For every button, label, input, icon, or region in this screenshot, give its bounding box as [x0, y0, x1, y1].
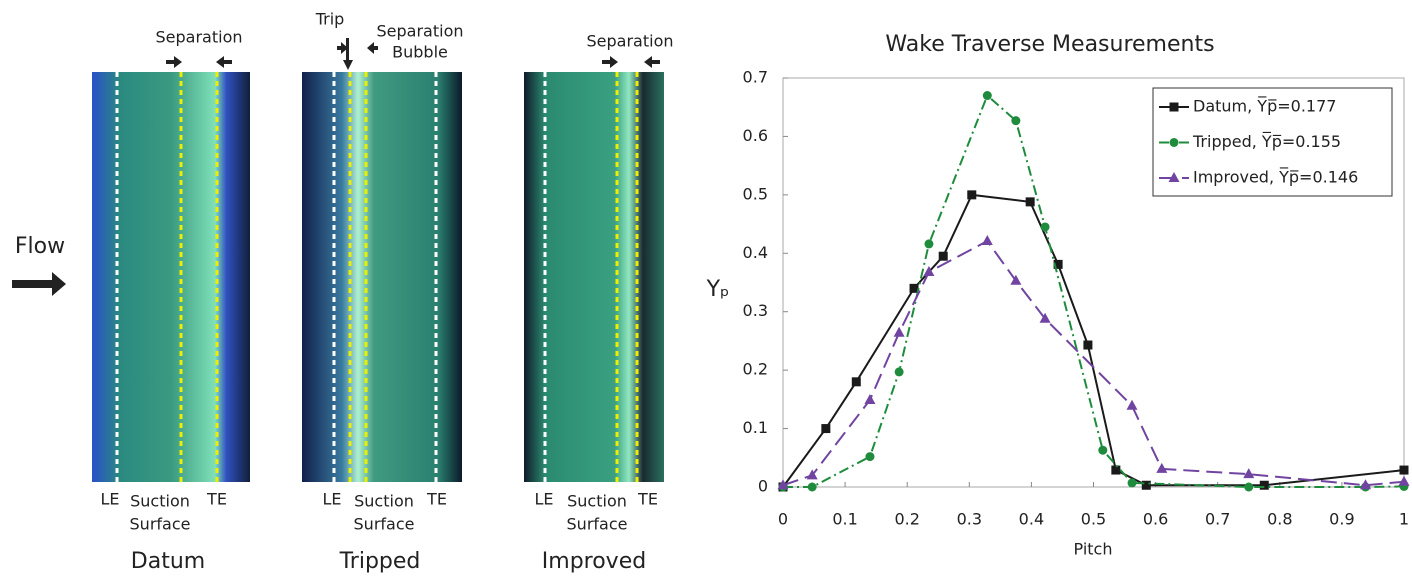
marker: [1053, 259, 1063, 269]
marker: [893, 326, 905, 337]
x-tick-label: 0.5: [1081, 510, 1106, 529]
y-tick-label: 0.2: [743, 360, 768, 379]
y-tick-label: 0.3: [743, 301, 768, 320]
legend-label: Datum, Y̅p̅=0.177: [1193, 97, 1336, 116]
series-line: [782, 193, 1405, 488]
x-tick-label: 0.2: [894, 510, 919, 529]
le-label: LE: [100, 490, 119, 509]
marker: [967, 190, 977, 200]
flow-label: Flow: [15, 234, 65, 259]
marker: [1011, 116, 1021, 126]
legend-box: [1152, 87, 1393, 197]
suction-label: Suction: [567, 492, 627, 511]
marker: [1168, 172, 1180, 182]
series-line: [782, 239, 1405, 487]
te-label: TE: [426, 490, 447, 509]
marker: [924, 239, 934, 249]
y-tick-label: 0.7: [743, 68, 768, 87]
photo: [302, 72, 462, 482]
x-tick-label: 0.7: [1205, 510, 1230, 529]
marker: [1025, 197, 1035, 207]
suction-label: Surface: [567, 515, 628, 534]
x-tick-label: 0: [778, 510, 788, 529]
panel-title: Tripped: [339, 549, 421, 574]
marker: [1169, 138, 1179, 147]
panel-title: Improved: [542, 549, 646, 574]
x-tick-label: 1: [1399, 510, 1409, 529]
marker: [1359, 479, 1371, 490]
marker: [1083, 340, 1093, 350]
arrows: [12, 38, 660, 296]
photo: [524, 72, 664, 482]
y-tick-label: 0: [758, 477, 768, 496]
y-axis-label: Yₚ: [706, 277, 730, 302]
legend-label: Tripped, Y̅p̅=0.155: [1192, 132, 1341, 151]
marker: [1398, 475, 1410, 486]
suction-label: Suction: [354, 492, 414, 511]
y-tick-label: 0.1: [743, 418, 768, 437]
chart: Wake Traverse Measurements Pitch Yₚ 0 0.1…: [706, 32, 1410, 559]
marker: [1141, 480, 1151, 490]
marker: [807, 482, 817, 492]
te-label: TE: [206, 490, 227, 509]
x-tick-label: 0.9: [1329, 510, 1354, 529]
suction-label: Surface: [130, 515, 191, 534]
chart-title: Wake Traverse Measurements: [885, 32, 1214, 57]
marker: [1169, 102, 1179, 112]
marker: [806, 469, 818, 480]
photo: [92, 72, 250, 482]
annotation: Separation: [587, 32, 674, 51]
le-label: LE: [534, 490, 553, 509]
x-tick-label: 0.3: [957, 510, 982, 529]
marker: [1126, 399, 1138, 410]
te-label: TE: [637, 490, 658, 509]
marker: [851, 377, 861, 387]
annotation: Separation: [377, 22, 464, 41]
marker: [1156, 462, 1168, 473]
legend-label: Improved, Y̅p̅=0.146: [1193, 168, 1358, 187]
marker: [1259, 480, 1269, 490]
marker: [1040, 222, 1050, 232]
marker: [938, 251, 948, 261]
marker: [1243, 468, 1255, 479]
marker: [894, 367, 904, 377]
x-tick-label: 0.6: [1143, 510, 1168, 529]
marker: [909, 283, 919, 293]
panel-labels: Datum LE TE Suction Surface Separation Tripped…: [100, 10, 673, 575]
panel-title: Datum: [131, 549, 205, 574]
marker: [1111, 465, 1121, 475]
y-tick-label: 0.4: [743, 243, 768, 262]
marker: [1127, 478, 1137, 488]
marker: [923, 265, 935, 276]
marker: [981, 235, 993, 246]
suction-label: Surface: [354, 515, 415, 534]
suction-label: Suction: [130, 492, 190, 511]
x-tick-label: 0.4: [1019, 510, 1044, 529]
photos: [12, 38, 664, 482]
annotation: Separation: [156, 28, 243, 47]
marker: [777, 479, 789, 490]
y-tick-label: 0.6: [743, 126, 768, 145]
marker: [982, 91, 992, 101]
le-label: LE: [322, 490, 341, 509]
marker: [1098, 445, 1108, 455]
marker: [1399, 465, 1409, 475]
x-axis-label: Pitch: [1074, 540, 1113, 559]
y-tick-label: 0.5: [743, 184, 768, 203]
marker: [865, 452, 875, 462]
marker: [1010, 274, 1022, 285]
marker: [1244, 482, 1254, 492]
x-tick-label: 0.8: [1267, 510, 1292, 529]
marker: [864, 393, 876, 404]
annotation: Trip: [315, 10, 345, 29]
marker: [821, 424, 831, 434]
marker: [1039, 312, 1051, 323]
annotation: Bubble: [392, 43, 448, 62]
x-tick-label: 0.1: [832, 510, 857, 529]
